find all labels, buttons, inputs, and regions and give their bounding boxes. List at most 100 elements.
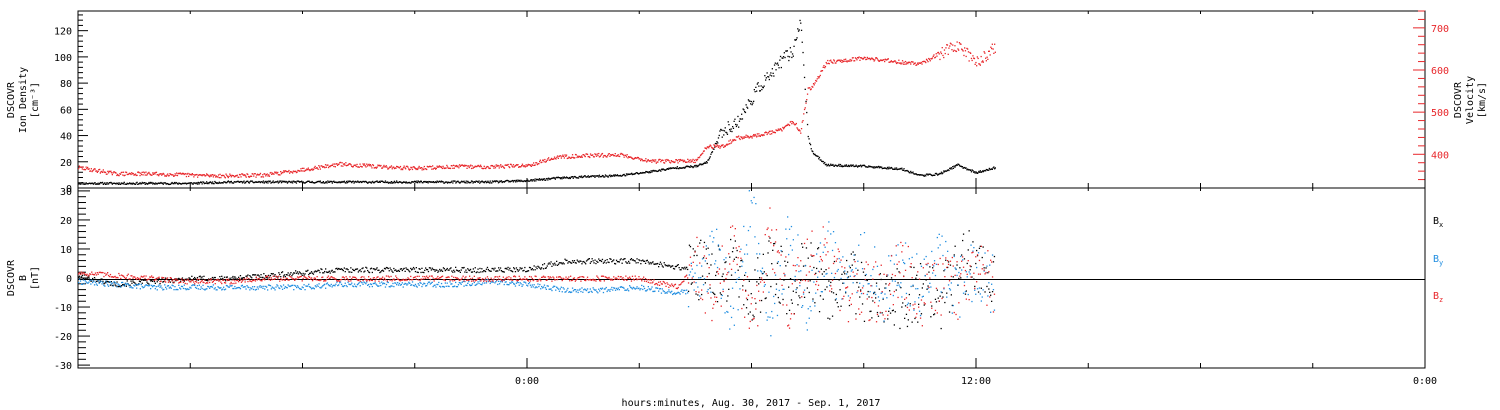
series-velocity-point — [935, 53, 937, 55]
series-by-point — [622, 286, 624, 289]
series-by-point — [156, 289, 158, 291]
series-velocity-point — [551, 158, 553, 160]
series-velocity-point — [664, 159, 666, 161]
series-velocity-point — [175, 174, 177, 176]
series-bx-point — [164, 278, 166, 281]
series-bz-point — [264, 279, 266, 281]
series-density-point — [869, 165, 871, 168]
series-velocity-point — [801, 121, 803, 123]
series-bx-point — [597, 261, 599, 263]
series-bx-point — [586, 259, 589, 261]
series-velocity-point — [754, 133, 756, 136]
series-velocity-point — [711, 146, 713, 149]
series-density-point — [708, 159, 710, 161]
series-velocity-point — [743, 137, 745, 139]
series-density-point — [453, 180, 455, 182]
series-density-point — [898, 168, 900, 170]
series-by-point — [980, 300, 982, 302]
series-density-point — [550, 178, 552, 180]
series-bz-point — [304, 276, 306, 278]
series-velocity-point — [583, 155, 586, 157]
series-velocity-point — [505, 164, 507, 166]
series-by-point — [120, 286, 122, 288]
series-by-point — [543, 284, 546, 286]
series-by-point — [892, 294, 894, 297]
series-velocity-point — [344, 164, 346, 166]
series-bx-point — [897, 282, 899, 284]
series-bx-point — [983, 267, 985, 269]
series-velocity-point — [112, 172, 114, 174]
series-density-point — [596, 175, 598, 177]
series-bx-point — [443, 268, 445, 270]
series-bx-point — [914, 317, 916, 320]
series-bz-point — [104, 272, 106, 274]
series-by-point — [908, 258, 910, 260]
series-by-point — [385, 283, 388, 286]
series-velocity-point — [441, 167, 443, 170]
series-bx-point — [952, 276, 954, 278]
series-bz-point — [420, 278, 422, 280]
series-density-point — [613, 174, 615, 176]
series-by-point — [283, 287, 286, 289]
series-bx-point — [883, 321, 885, 323]
series-bx-point — [402, 268, 404, 270]
series-velocity-point — [943, 56, 945, 59]
series-by-point — [922, 295, 924, 297]
series-velocity-point — [500, 164, 502, 166]
series-bx-point — [718, 249, 721, 251]
series-density-point — [179, 182, 181, 185]
series-bz-point — [424, 276, 426, 278]
series-bx-point — [730, 274, 733, 276]
series-velocity-point — [453, 167, 455, 169]
series-bz-point — [120, 277, 122, 280]
series-velocity-point — [904, 63, 906, 65]
series-bx-point — [771, 263, 773, 265]
series-density-point — [168, 183, 170, 186]
series-velocity-point — [669, 161, 671, 163]
series-velocity-point — [436, 165, 438, 167]
series-density-point — [582, 176, 584, 178]
series-by-point — [617, 287, 619, 289]
series-density-point — [178, 182, 180, 184]
series-velocity-point — [295, 171, 298, 174]
series-density-point — [979, 170, 981, 172]
series-density-point — [932, 174, 934, 176]
series-bx-point — [530, 269, 532, 271]
series-density-point — [516, 180, 518, 183]
series-by-point — [244, 286, 246, 288]
series-bz-point — [153, 279, 156, 282]
series-velocity-point — [773, 131, 775, 133]
series-by-point — [314, 285, 316, 287]
series-velocity-point — [296, 171, 298, 173]
series-bx-point — [985, 267, 987, 269]
series-density-point — [968, 169, 970, 171]
series-by-point — [365, 283, 367, 285]
series-density-point — [472, 182, 474, 184]
series-bx-point — [382, 270, 385, 272]
series-density-point — [189, 182, 191, 184]
series-bz-point — [461, 277, 463, 279]
series-bz-point — [410, 275, 412, 278]
series-bx-point — [961, 254, 963, 256]
series-density-point — [359, 181, 361, 183]
series-by-point — [647, 286, 649, 288]
series-bx-point — [80, 276, 83, 278]
series-velocity-point — [149, 173, 151, 175]
series-by-point — [172, 285, 174, 287]
series-velocity-point — [726, 144, 729, 146]
series-velocity-point — [994, 51, 996, 53]
series-bz-point — [353, 276, 356, 278]
series-velocity-point — [803, 113, 805, 115]
series-velocity-point — [719, 147, 721, 149]
series-velocity-point — [964, 47, 966, 49]
series-velocity-point — [430, 166, 432, 168]
series-by-point — [968, 271, 970, 273]
series-velocity-point — [577, 156, 580, 158]
series-bx-point — [905, 313, 908, 315]
series-density-point — [366, 181, 368, 183]
series-bx-point — [790, 299, 793, 301]
series-bx-point — [393, 267, 395, 270]
series-bx-point — [606, 259, 608, 261]
series-by-point — [883, 320, 885, 322]
series-by-point — [526, 284, 528, 286]
